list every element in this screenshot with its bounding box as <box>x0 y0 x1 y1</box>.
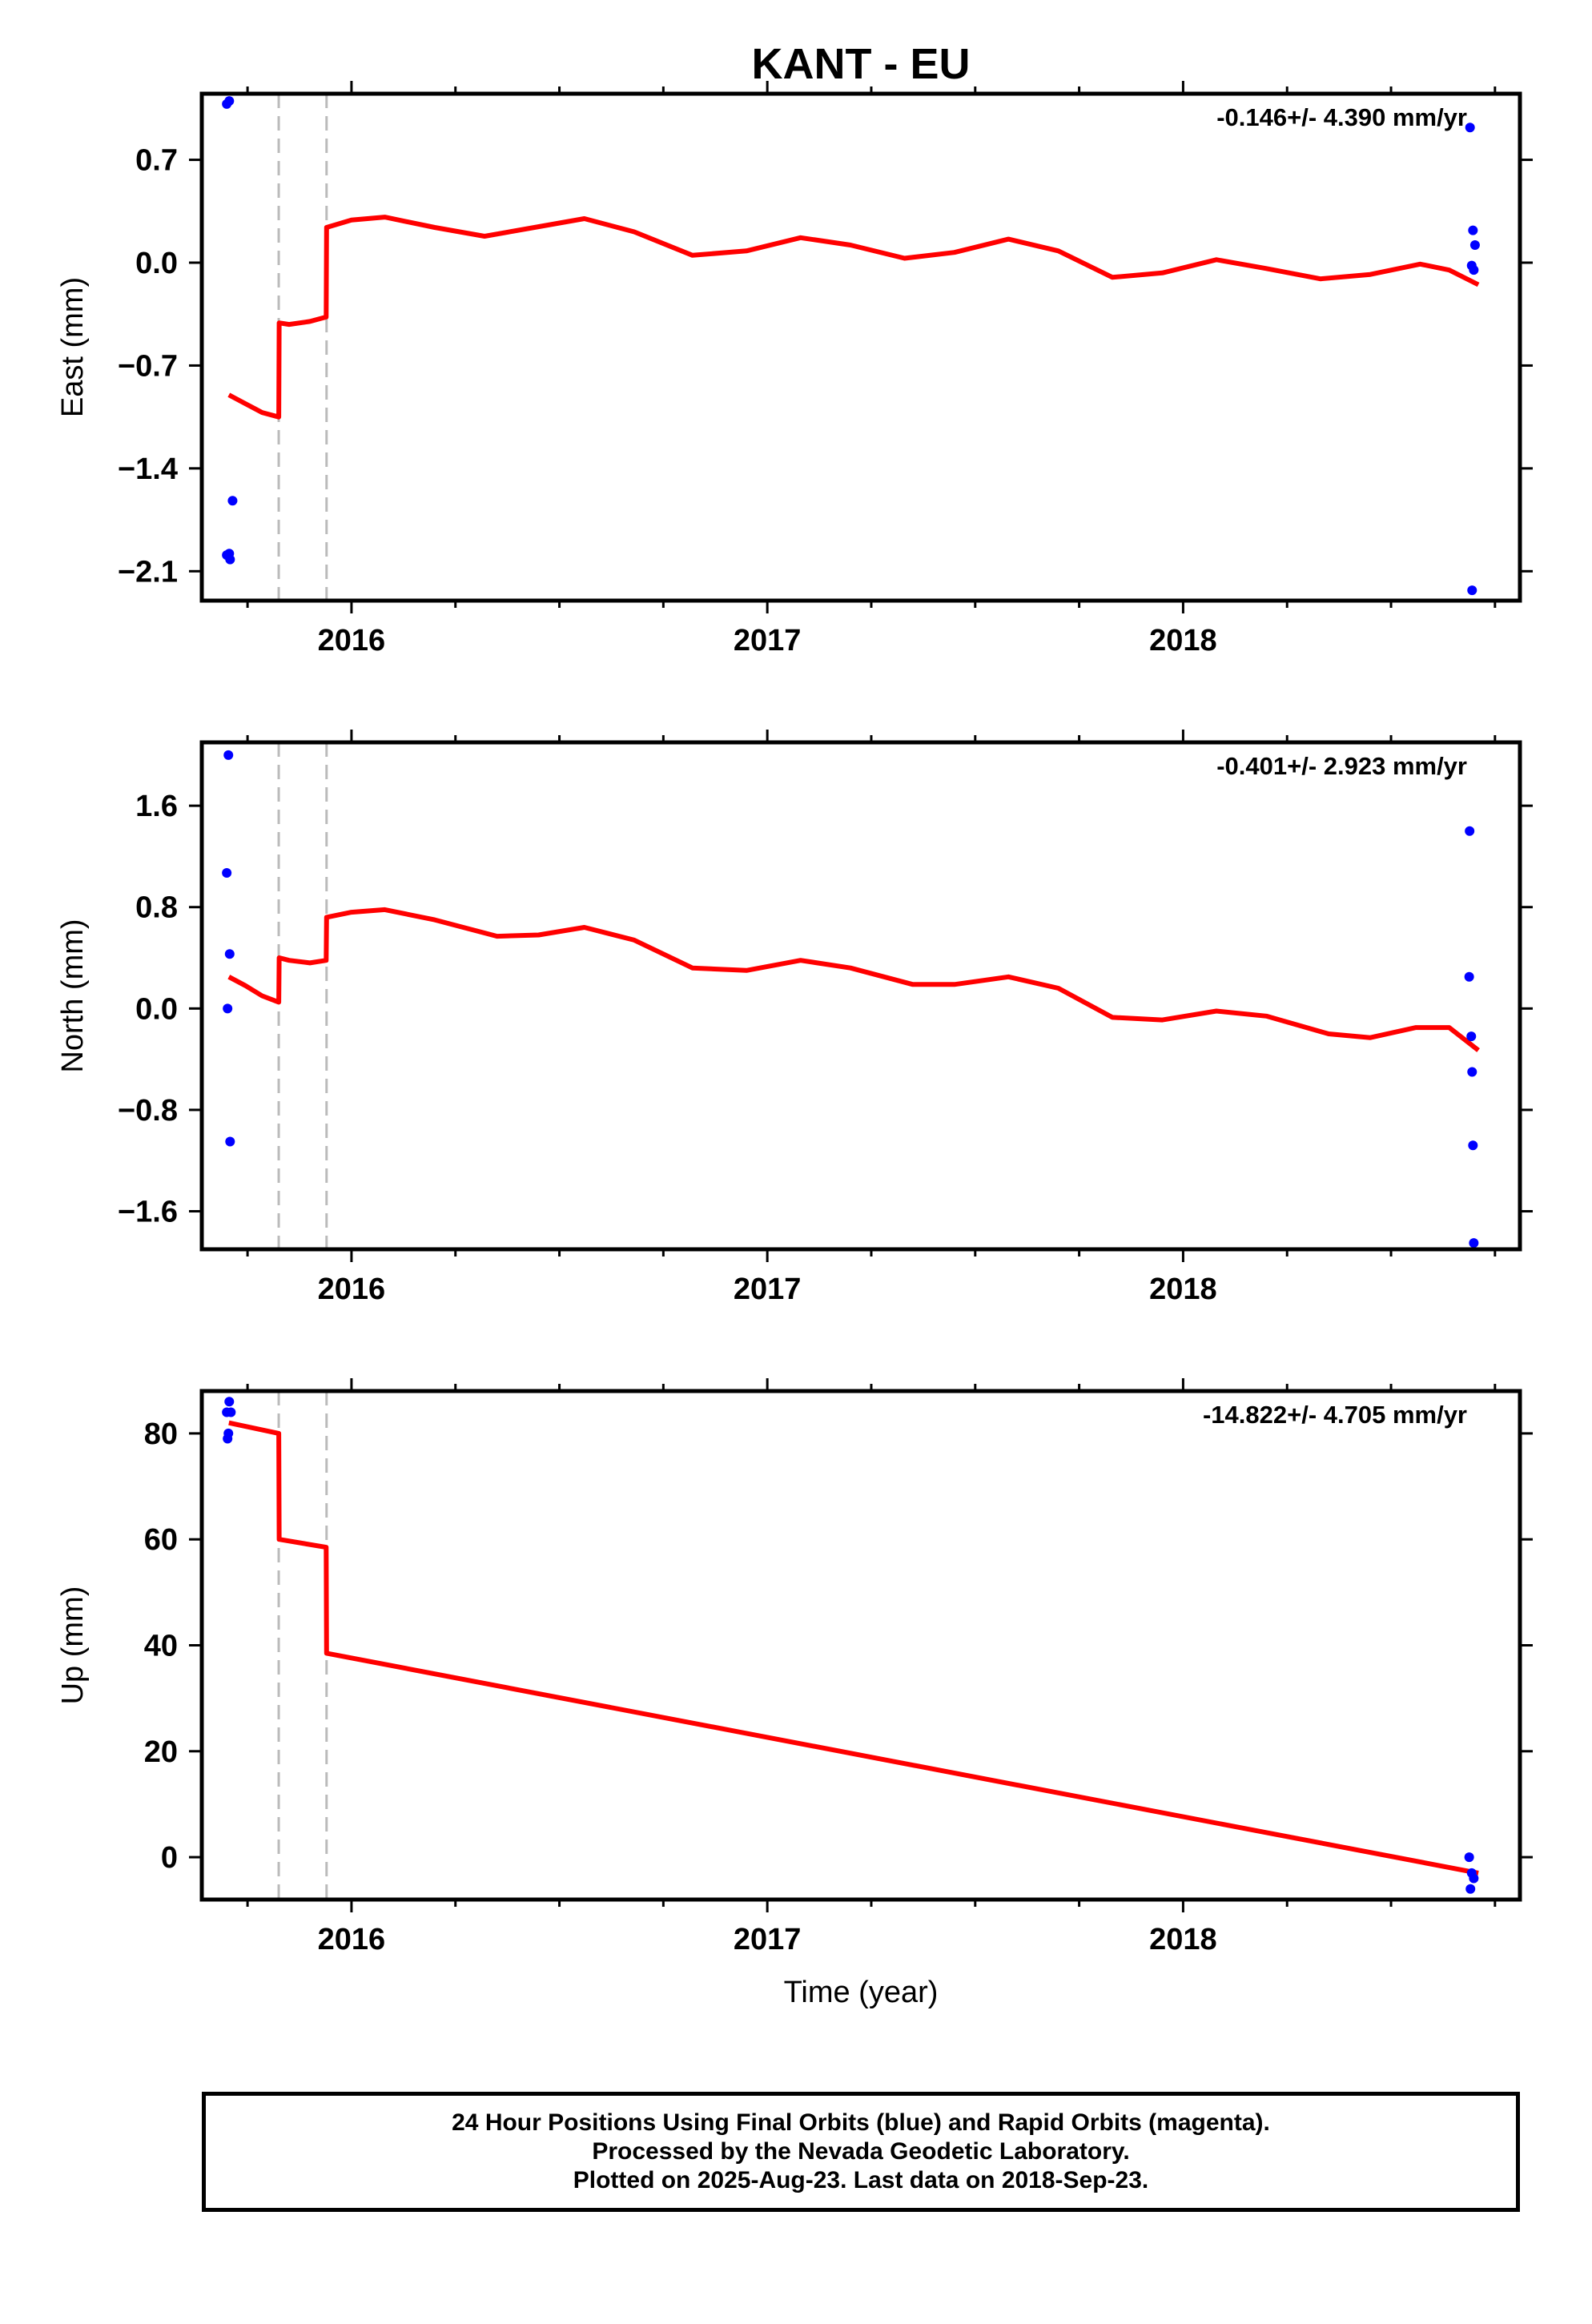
y-tick-label: 80 <box>144 1417 178 1451</box>
up-panel: 2016 2017 2018 0 20 40 60 80 Up (mm) -14.822+/- 4… <box>56 1378 1533 1956</box>
final-orbit-point <box>227 496 238 506</box>
model-line <box>227 907 1480 1052</box>
north-panel: 2016 2017 2018 −1.6 −0.8 0.0 0.8 1.6 North (mm) -… <box>56 730 1533 1306</box>
y-tick-label: 20 <box>144 1735 178 1769</box>
x-tick-label: 2017 <box>734 1923 802 1956</box>
east-panel: 2016 2017 2018 −2.1 −1.4 −0.7 0.0 0.7 East (mm) -… <box>56 81 1533 657</box>
final-orbit-point <box>1469 239 1480 250</box>
final-orbit-point <box>224 949 235 959</box>
caption-line-1: 24 Hour Positions Using Final Orbits (bl… <box>452 2109 1270 2136</box>
y-tick-label: 0.0 <box>135 247 178 280</box>
final-orbit-point <box>1468 225 1478 235</box>
model-line <box>227 215 1480 420</box>
x-tick-label: 2016 <box>318 624 386 657</box>
final-orbit-point <box>1464 1852 1474 1863</box>
final-orbit-point <box>1468 1140 1478 1151</box>
x-tick-label: 2017 <box>734 1273 802 1306</box>
caption-line-3: Plotted on 2025-Aug-23. Last data on 201… <box>573 2167 1149 2193</box>
final-orbit-point <box>1467 585 1477 596</box>
y-axis-label: East (mm) <box>56 277 90 417</box>
rate-label: -0.401+/- 2.923 mm/yr <box>1216 752 1467 780</box>
x-tick-label: 2017 <box>734 624 802 657</box>
plot-frame <box>199 1389 1522 1902</box>
final-orbit-point <box>222 867 232 878</box>
final-orbit-point <box>226 1407 236 1417</box>
y-tick-label: 1.6 <box>135 790 178 823</box>
final-orbit-point <box>223 750 234 760</box>
y-tick-label: 60 <box>144 1523 178 1557</box>
caption-box: 24 Hour Positions Using Final Orbits (bl… <box>202 2092 1520 2212</box>
final-orbit-point <box>1467 1067 1477 1077</box>
final-orbit-point <box>1466 1031 1477 1042</box>
final-orbit-point <box>1469 1238 1479 1248</box>
chart-title: KANT - EU <box>752 40 971 88</box>
x-tick-label: 2018 <box>1149 1923 1217 1956</box>
final-orbit-point <box>1465 123 1475 133</box>
rate-label: -0.146+/- 4.390 mm/yr <box>1216 103 1467 131</box>
final-orbit-point <box>224 1397 235 1407</box>
final-orbit-point <box>1464 971 1474 982</box>
final-orbit-point <box>224 549 235 559</box>
final-orbit-point <box>225 1136 235 1147</box>
y-tick-label: −0.8 <box>118 1094 178 1128</box>
plot-frame <box>199 740 1522 1252</box>
y-tick-label: 0.8 <box>135 891 178 925</box>
y-tick-label: 0 <box>161 1841 178 1875</box>
y-tick-label: 0.0 <box>135 992 178 1026</box>
y-tick-label: −1.4 <box>118 452 178 486</box>
model-line <box>228 1420 1479 1876</box>
plot-frame <box>199 91 1522 603</box>
x-tick-label: 2018 <box>1149 1273 1217 1306</box>
x-tick-label: 2018 <box>1149 624 1217 657</box>
y-tick-label: −1.6 <box>118 1196 178 1229</box>
final-orbit-point <box>1465 1884 1476 1894</box>
rate-label: -14.822+/- 4.705 mm/yr <box>1203 1401 1467 1429</box>
final-orbit-point <box>1469 265 1479 275</box>
final-orbit-point <box>223 1003 233 1014</box>
caption-line-2: Processed by the Nevada Geodetic Laborat… <box>592 2138 1130 2165</box>
y-tick-label: 40 <box>144 1630 178 1663</box>
x-axis-label: Time (year) <box>784 1976 939 2009</box>
final-orbit-point <box>1465 826 1475 836</box>
y-tick-label: −0.7 <box>118 349 178 383</box>
final-orbit-point <box>223 1433 233 1444</box>
y-axis-label: Up (mm) <box>56 1586 90 1705</box>
y-axis-label: North (mm) <box>56 919 90 1072</box>
final-orbit-point <box>224 96 235 107</box>
final-orbit-point <box>1469 1873 1479 1884</box>
x-tick-label: 2016 <box>318 1273 386 1306</box>
y-tick-label: 0.7 <box>135 144 178 178</box>
y-tick-label: −2.1 <box>118 555 178 589</box>
x-tick-label: 2016 <box>318 1923 386 1956</box>
